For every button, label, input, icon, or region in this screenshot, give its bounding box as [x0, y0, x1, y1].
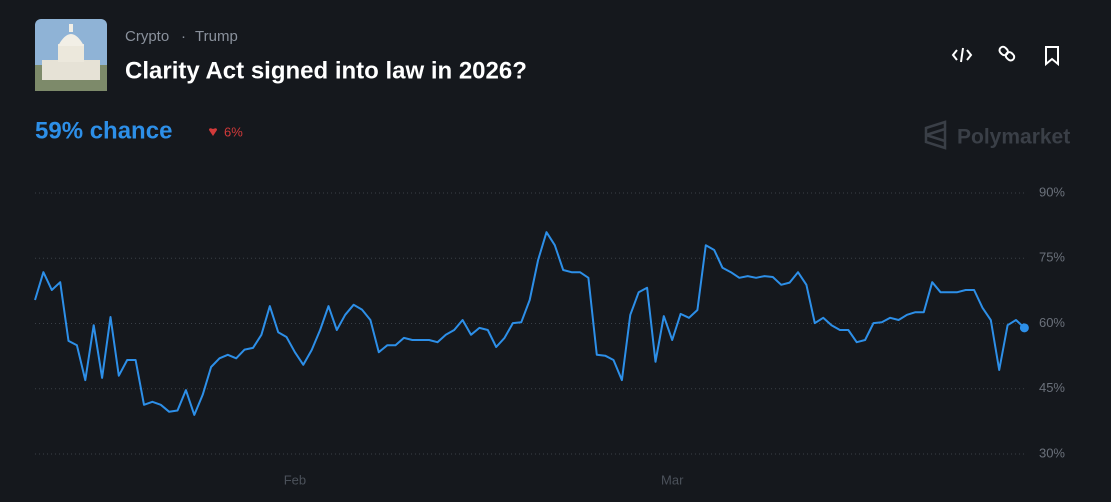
link-button[interactable] — [998, 45, 1016, 62]
brand: Polymarket — [924, 120, 1070, 150]
chance: 59% chance — [35, 117, 172, 144]
change: 6% — [224, 124, 243, 139]
y-tick-label: 90% — [1039, 184, 1065, 199]
market-image — [35, 19, 107, 91]
brand-name: Polymarket — [957, 126, 1070, 149]
x-tick-label: Feb — [284, 472, 306, 487]
current-point — [1019, 323, 1029, 333]
separator: · — [181, 28, 186, 45]
breadcrumb[interactable]: Trump — [195, 28, 238, 45]
market-title: Clarity Act signed into law in 2026? — [125, 57, 527, 84]
embed-button[interactable] — [951, 47, 973, 63]
down-icon — [209, 128, 217, 136]
y-tick-label: 45% — [1039, 380, 1065, 395]
y-tick-label: 60% — [1039, 315, 1065, 330]
x-tick-label: Mar — [661, 472, 684, 487]
y-tick-label: 30% — [1039, 445, 1065, 460]
bookmark-button[interactable] — [1045, 46, 1059, 67]
y-tick-label: 75% — [1039, 250, 1065, 265]
breadcrumb[interactable]: Crypto — [125, 28, 169, 45]
line — [34, 231, 1026, 416]
